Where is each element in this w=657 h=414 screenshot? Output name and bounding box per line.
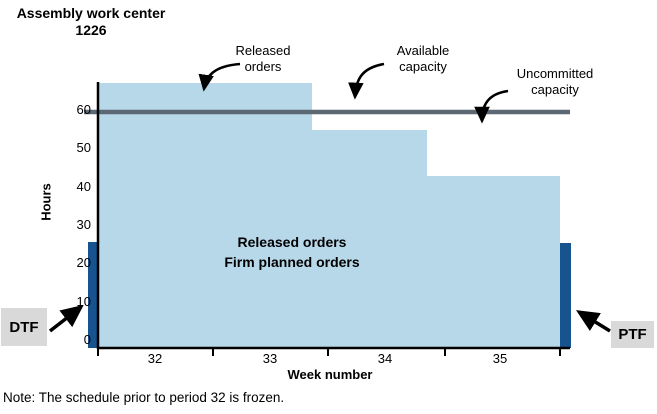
x-axis-ticks (97, 348, 561, 356)
ptf-label: PTF (618, 326, 647, 343)
y-tick-0: 0 (83, 332, 91, 347)
y-tick-20: 20 (76, 255, 91, 270)
chart-title: Assembly work center 1226 (7, 5, 175, 39)
uncommitted-capacity-callout-line1: Uncommitted (516, 66, 594, 81)
y-tick-50: 50 (76, 140, 91, 155)
load-area-label: Released orders Firm planned orders (192, 232, 392, 272)
x-tick-week-33: 33 (262, 351, 278, 366)
x-tick-week-34: 34 (377, 351, 393, 366)
load-area-label-line2: Firm planned orders (224, 254, 360, 270)
y-tick-10: 10 (76, 294, 91, 309)
available-capacity-callout: Available capacity (362, 43, 484, 74)
dtf-label-box: DTF (1, 308, 47, 346)
load-area (99, 83, 560, 348)
chart-title-line2: 1226 (75, 22, 107, 38)
x-axis-label: Week number (287, 367, 373, 382)
ptf-arrow (576, 310, 611, 333)
y-tick-30: 30 (76, 217, 91, 232)
y-axis-label: Hours (38, 183, 54, 221)
footnote: Note: The schedule prior to period 32 is… (3, 390, 285, 405)
uncommitted-capacity-callout: Uncommitted capacity (491, 66, 619, 97)
y-tick-40: 40 (76, 179, 91, 194)
x-tick-week-32: 32 (147, 351, 163, 366)
uncommitted-capacity-callout-line2: capacity (531, 81, 579, 97)
available-capacity-callout-line2: capacity (399, 58, 447, 74)
available-capacity-callout-line1: Available (396, 43, 450, 58)
ptf-fence-bar (560, 243, 571, 348)
dtf-fence-bar (88, 242, 98, 348)
dtf-label: DTF (9, 318, 39, 336)
y-tick-60: 60 (76, 102, 91, 117)
released-orders-callout-line1: Released (235, 43, 291, 58)
x-tick-week-35: 35 (492, 351, 508, 366)
available-capacity-arrow (348, 62, 385, 100)
chart-title-line1: Assembly work center (16, 5, 166, 21)
dtf-arrow (48, 304, 84, 333)
released-orders-callout-line2: orders (244, 58, 282, 74)
load-area-label-line1: Released orders (237, 234, 347, 250)
ptf-label-box: PTF (611, 321, 654, 348)
released-orders-arrow (198, 62, 241, 92)
released-orders-callout: Released orders (203, 43, 323, 74)
uncommitted-capacity-arrow (474, 89, 509, 124)
